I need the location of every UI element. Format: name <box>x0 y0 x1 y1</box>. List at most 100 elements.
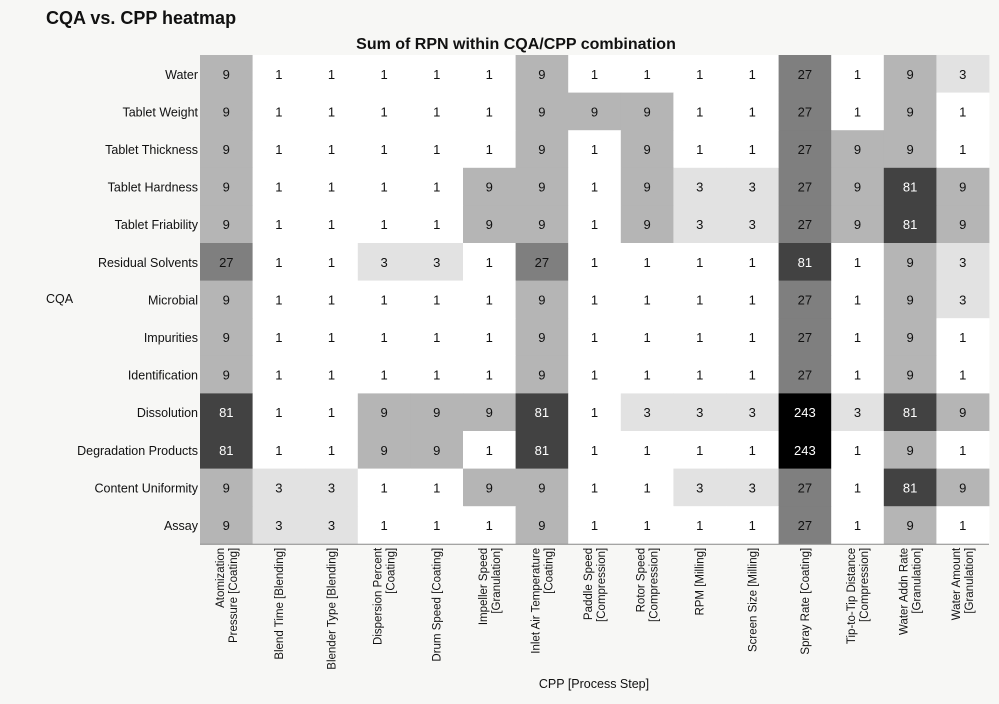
row-label: Tablet Hardness <box>108 181 198 195</box>
y-axis-title: CQA <box>46 292 74 306</box>
cell-value-label: 9 <box>643 180 650 195</box>
heatmap-cell <box>568 431 622 469</box>
cell-value-label: 1 <box>959 368 966 383</box>
cell-value-label: 9 <box>538 518 545 533</box>
heatmap-cell <box>831 318 885 357</box>
cell-value-label: 1 <box>749 292 756 307</box>
heatmap-cell <box>831 280 885 319</box>
cell-value-label: 1 <box>328 368 335 383</box>
cell-value-label: 9 <box>223 104 230 119</box>
heatmap-cell <box>410 92 464 131</box>
heatmap-cell <box>305 318 359 357</box>
row-label: Identification <box>128 369 198 383</box>
heatmap-cell <box>673 355 727 394</box>
heatmap-cell <box>410 130 464 169</box>
cell-value-label: 1 <box>328 255 335 270</box>
heatmap-cell <box>568 130 622 169</box>
cell-value-label: 27 <box>798 180 812 195</box>
heatmap-cell <box>252 92 306 131</box>
cell-value-label: 1 <box>275 180 282 195</box>
row-label: Tablet Weight <box>122 105 198 119</box>
column-label-line: Impeller Speed <box>478 548 490 625</box>
cell-value-label: 1 <box>433 67 440 82</box>
cell-value-label: 1 <box>433 292 440 307</box>
column-label-line: Spray Rate [Coating] <box>800 548 812 655</box>
cell-value-label: 1 <box>959 443 966 458</box>
heatmap-cell <box>778 92 832 131</box>
heatmap-cell <box>726 130 779 169</box>
cell-value-label: 27 <box>798 292 812 307</box>
heatmap-cell <box>357 205 411 244</box>
cell-value-label: 1 <box>433 142 440 157</box>
cell-value-label: 1 <box>643 255 650 270</box>
cell-value-label: 1 <box>643 292 650 307</box>
heatmap-cell <box>463 92 516 131</box>
cell-value-label: 9 <box>854 180 861 195</box>
heatmap-cell <box>936 55 990 93</box>
heatmap-cell <box>673 280 727 319</box>
cell-value-label: 9 <box>643 142 650 157</box>
heatmap-cell <box>463 355 516 394</box>
cell-value-label: 9 <box>223 368 230 383</box>
cell-value-label: 9 <box>906 518 913 533</box>
cell-value-label: 1 <box>696 443 703 458</box>
cell-value-label: 1 <box>380 368 387 383</box>
cell-value-label: 3 <box>696 180 703 195</box>
heatmap-cell <box>357 431 411 469</box>
cell-value-label: 1 <box>486 518 493 533</box>
heatmap-cell <box>726 55 779 93</box>
heatmap-cell <box>936 468 990 507</box>
column-label-line: [Coating] <box>386 548 398 594</box>
cell-value-label: 3 <box>275 518 282 533</box>
cell-value-label: 1 <box>591 443 598 458</box>
column-label: Drum Speed [Coating] <box>432 548 444 662</box>
cell-value-label: 9 <box>854 142 861 157</box>
cell-value-label: 3 <box>275 480 282 495</box>
cell-value-label: 3 <box>696 405 703 420</box>
cell-value-label: 1 <box>696 142 703 157</box>
cell-value-label: 9 <box>223 180 230 195</box>
row-label: Microbial <box>148 293 198 307</box>
cell-value-label: 9 <box>538 330 545 345</box>
cell-value-label: 9 <box>538 180 545 195</box>
heatmap-cell <box>726 468 779 507</box>
cell-value-label: 1 <box>591 180 598 195</box>
cell-value-label: 1 <box>854 330 861 345</box>
heatmap-cell <box>568 280 622 319</box>
heatmap-cell <box>620 318 674 357</box>
heatmap-cell <box>463 393 516 432</box>
column-label-line: Rotor Speed <box>636 548 648 613</box>
heatmap-cell <box>200 55 253 93</box>
heatmap-cell <box>305 243 359 281</box>
row-labels: Water Tablet Weight Tablet Thickness Tablet… <box>77 68 199 533</box>
cell-value-label: 9 <box>538 67 545 82</box>
heatmap-cell <box>252 431 306 469</box>
cell-value-label: 9 <box>906 67 913 82</box>
heatmap-cell <box>936 130 990 169</box>
cell-value-label: 3 <box>959 255 966 270</box>
heatmap-cell <box>357 243 411 281</box>
column-label-line: Paddle Speed <box>583 548 595 620</box>
cell-value-label: 1 <box>749 255 756 270</box>
cell-value-label: 1 <box>433 518 440 533</box>
heatmap-cell <box>726 243 779 281</box>
cell-value-label: 9 <box>380 443 387 458</box>
cell-value-label: 1 <box>328 142 335 157</box>
heatmap-cell <box>831 431 885 469</box>
heatmap-cell <box>936 355 990 394</box>
heatmap-cell <box>305 393 359 432</box>
cell-value-label: 27 <box>798 104 812 119</box>
cell-value-label: 1 <box>643 67 650 82</box>
heatmap-cell <box>936 318 990 357</box>
column-label-line: RPM [Milling] <box>695 548 707 616</box>
cell-value-label: 9 <box>433 443 440 458</box>
cell-value-label: 1 <box>486 292 493 307</box>
heatmap-cell <box>200 431 253 469</box>
heatmap-cell <box>831 167 885 206</box>
column-label-line: Inlet Air Temperature <box>530 548 542 654</box>
heatmap-cell <box>673 318 727 357</box>
cell-value-label: 9 <box>906 104 913 119</box>
cell-value-label: 1 <box>696 518 703 533</box>
cell-value-label: 81 <box>903 480 917 495</box>
cell-value-label: 1 <box>328 104 335 119</box>
